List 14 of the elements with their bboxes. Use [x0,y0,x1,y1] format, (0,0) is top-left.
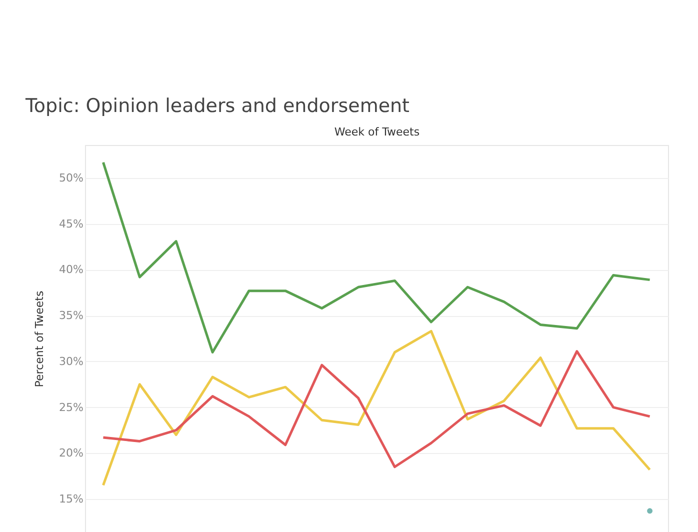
y-tick-label: 30% [59,354,84,368]
line-series [102,330,652,486]
y-tick-label: 25% [59,400,84,414]
y-tick-label: 15% [59,492,84,506]
chart-title: Topic: Opinion leaders and endorsement [24,95,410,117]
x-axis-title: Week of Tweets [334,126,420,138]
y-tick-label: 50% [59,172,84,185]
y-tick-label: 40% [59,263,84,276]
line-series [102,350,652,468]
y-tick-label: 45% [59,217,84,230]
line-series [102,161,652,354]
y-tick-label: 20% [59,446,84,460]
y-axis-title: Percent of Tweets [33,290,46,388]
y-tick-label: 35% [59,309,84,322]
